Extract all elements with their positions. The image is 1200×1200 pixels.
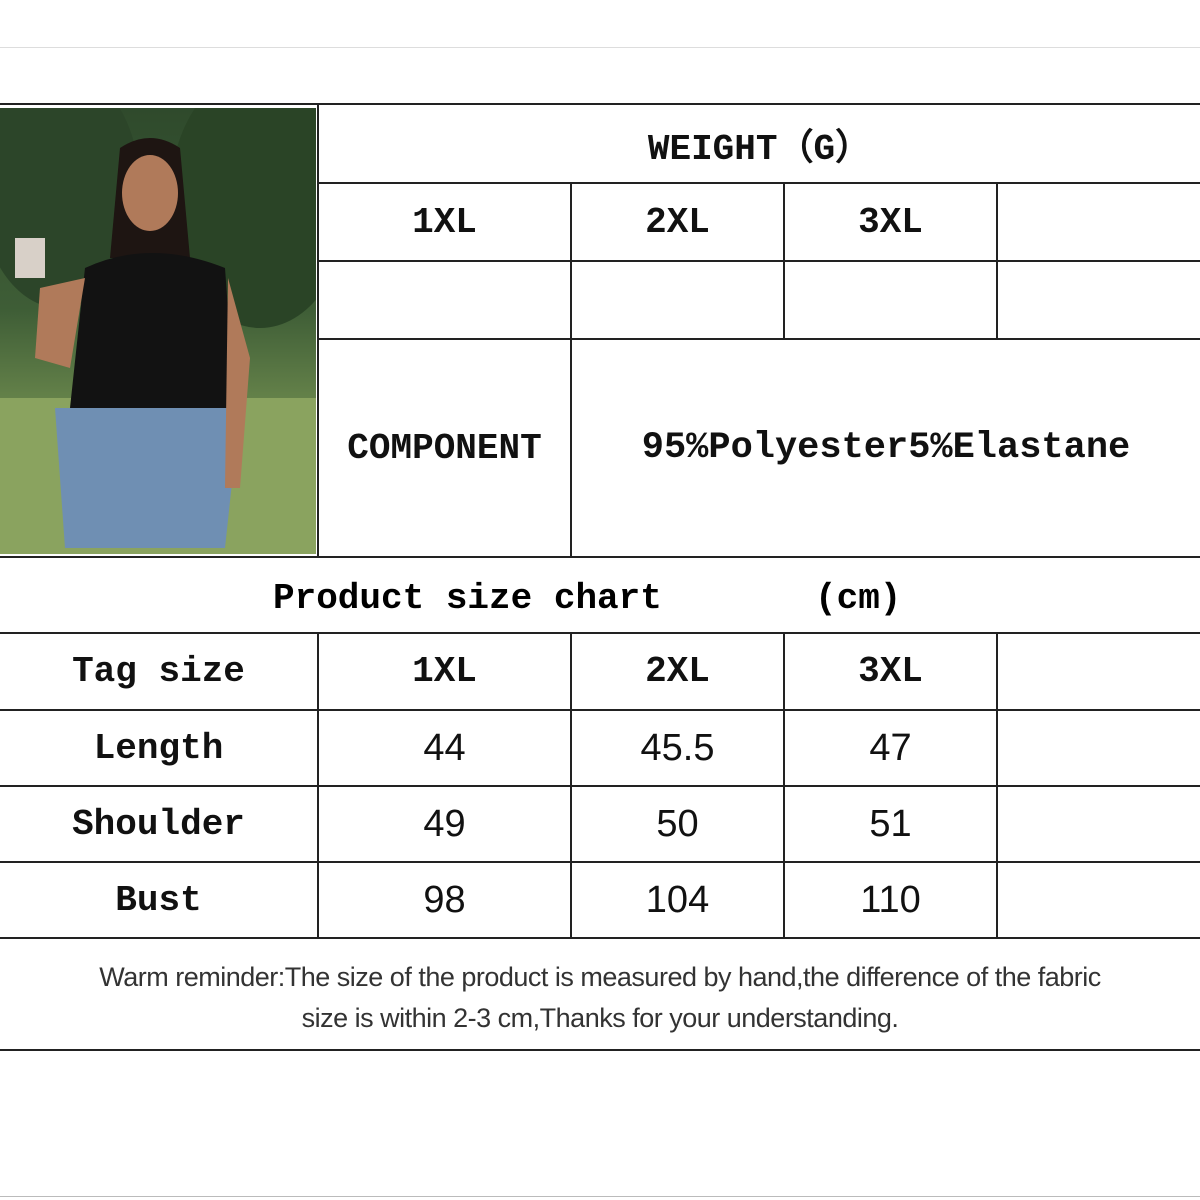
tag-size-header: Tag size	[72, 651, 245, 692]
table-border	[570, 182, 572, 558]
shoulder-3xl: 51	[869, 802, 912, 845]
shoulder-empty	[998, 787, 1200, 861]
size-header-3xl: 3XL	[858, 651, 923, 692]
length-1xl: 44	[423, 726, 466, 769]
weight-value	[998, 262, 1200, 338]
bust-empty	[998, 863, 1200, 937]
size-chart-unit: (cm)	[815, 578, 902, 619]
table-border	[317, 103, 319, 558]
table-border	[317, 632, 319, 939]
product-photo	[0, 108, 316, 554]
table-border	[996, 182, 998, 340]
table-border	[996, 632, 998, 939]
table-border	[783, 182, 785, 340]
table-border	[0, 861, 1200, 863]
weight-value	[785, 262, 996, 338]
table-border	[318, 260, 1200, 262]
table-border	[0, 632, 1200, 634]
weight-size-2xl: 2XL	[645, 201, 710, 243]
bust-3xl: 110	[860, 878, 921, 921]
weight-size-3xl: 3XL	[858, 201, 923, 243]
reminder-line-1: Warm reminder:The size of the product is…	[99, 962, 1101, 992]
weight-size-empty	[998, 184, 1200, 260]
size-header-2xl: 2XL	[645, 651, 710, 692]
row-label-bust: Bust	[115, 879, 202, 921]
weight-value	[572, 262, 783, 338]
table-border	[0, 1049, 1200, 1051]
length-2xl: 45.5	[640, 726, 715, 769]
table-border	[0, 785, 1200, 787]
length-empty	[998, 711, 1200, 785]
weight-title: WEIGHT（G）	[647, 128, 872, 170]
warm-reminder: Warm reminder:The size of the product is…	[0, 957, 1200, 1039]
length-3xl: 47	[869, 726, 912, 769]
component-label: COMPONENT	[347, 427, 542, 469]
table-border	[0, 103, 1200, 105]
table-border	[0, 556, 1200, 558]
table-border	[0, 709, 1200, 711]
reminder-line-2: size is within 2-3 cm,Thanks for your un…	[301, 1003, 899, 1033]
bottom-divider	[0, 1196, 1200, 1197]
shoulder-2xl: 50	[656, 802, 699, 845]
table-border	[318, 182, 1200, 184]
table-border	[318, 338, 1200, 340]
table-border	[0, 937, 1200, 939]
table-border	[570, 632, 572, 939]
row-label-shoulder: Shoulder	[72, 803, 245, 845]
shoulder-1xl: 49	[423, 802, 466, 845]
top-divider	[0, 47, 1200, 48]
bust-1xl: 98	[423, 878, 466, 921]
size-header-1xl: 1XL	[412, 651, 477, 692]
weight-value	[319, 262, 570, 338]
bust-2xl: 104	[645, 878, 710, 921]
row-label-length: Length	[93, 727, 224, 769]
table-border	[783, 632, 785, 939]
component-value: 95%Polyester5%Elastane	[641, 427, 1131, 469]
size-chart-title: Product size chart	[273, 578, 662, 619]
weight-size-1xl: 1XL	[412, 201, 477, 243]
size-header-empty	[998, 634, 1200, 709]
